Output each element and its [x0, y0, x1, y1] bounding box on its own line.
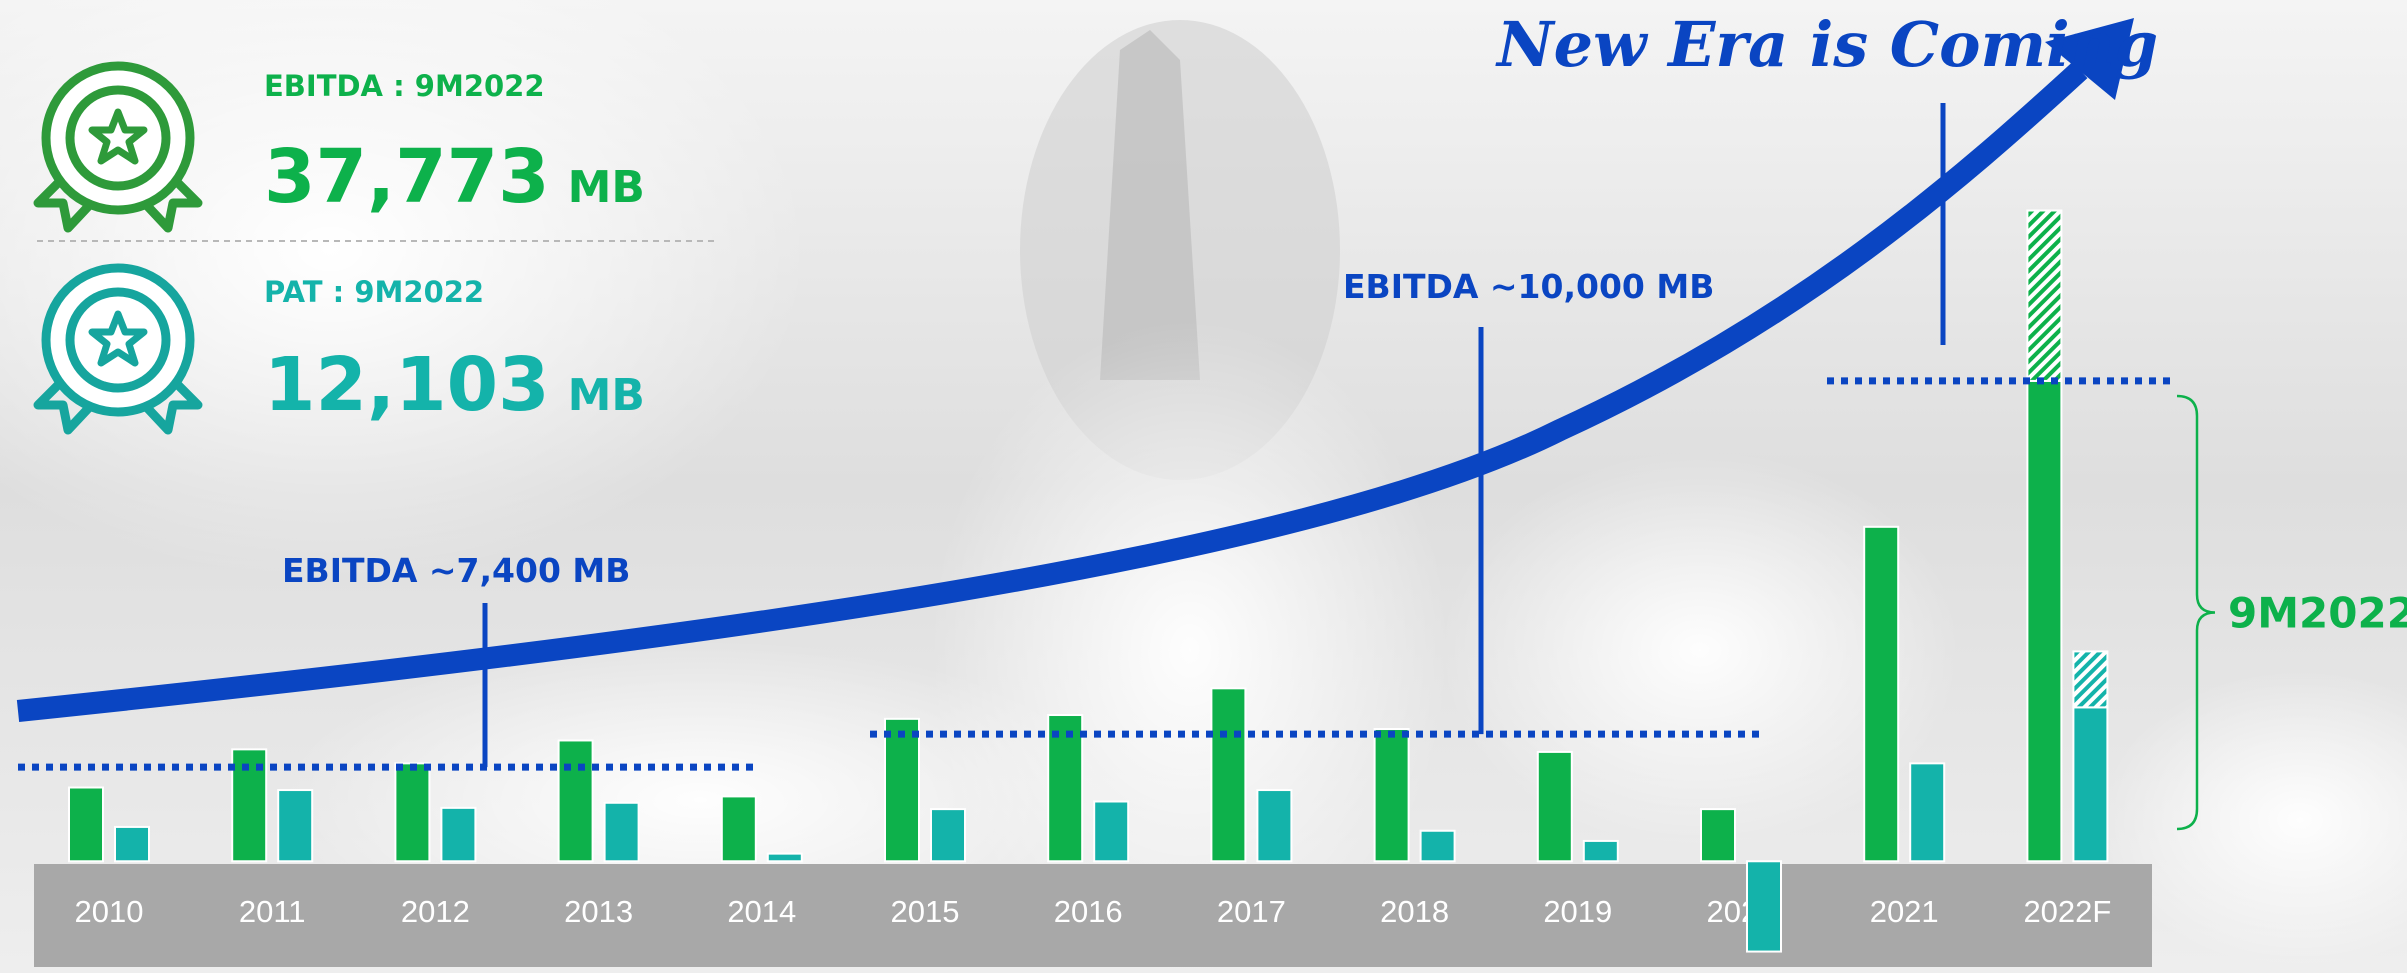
kpi-value: 12,103 [264, 342, 550, 428]
bar [394, 762, 431, 863]
bracket-label: 9M2022 [2228, 589, 2407, 638]
kpi-label: PAT : 9M2022 [264, 275, 484, 309]
bar [1047, 714, 1084, 863]
bar [68, 786, 104, 863]
forecast-bar [2026, 209, 2063, 382]
x-tick-label: 2014 [727, 894, 796, 929]
bar [1582, 839, 1619, 863]
bar [720, 795, 757, 863]
x-tick-label: 2021 [1870, 894, 1939, 929]
headline: New Era is Coming [1495, 8, 2158, 81]
kpi-value-line: 37,773 MB [264, 134, 645, 220]
bar [1863, 525, 1900, 863]
bar [1210, 687, 1247, 863]
x-tick-label: 2010 [75, 894, 144, 929]
bar [1909, 762, 1946, 863]
bar [2072, 706, 2109, 863]
bar [1746, 860, 1782, 953]
bar [2026, 379, 2063, 863]
bar [930, 808, 966, 863]
reference-label: EBITDA ~10,000 MB [1343, 267, 1714, 306]
bracket [2176, 394, 2216, 831]
bar [1700, 808, 1736, 863]
x-tick-label: 2016 [1054, 894, 1123, 929]
x-tick-label: 2017 [1217, 894, 1286, 929]
x-tick-label: 2011 [239, 894, 306, 929]
bar [603, 801, 640, 863]
bar [440, 806, 477, 863]
bar [277, 789, 314, 863]
x-tick-label: 2022F [2023, 894, 2111, 929]
x-tick-label: 2015 [891, 894, 960, 929]
kpi-label: EBITDA : 9M2022 [264, 69, 545, 103]
x-tick-label: 2012 [401, 894, 470, 929]
bar [114, 825, 150, 863]
kpi-value: 37,773 [264, 134, 550, 220]
ebitda-medal [33, 61, 203, 233]
bar [1536, 750, 1573, 863]
reference-label: EBITDA ~7,400 MB [282, 551, 630, 590]
bar [1419, 829, 1456, 863]
bar [1373, 728, 1410, 863]
bar [766, 852, 803, 863]
arrow-head [2045, 18, 2134, 100]
growth-arrow [16, 61, 2088, 722]
pat-medal [33, 263, 203, 435]
x-tick-label: 2013 [564, 894, 633, 929]
kpi-unit: MB [568, 370, 645, 421]
x-tick-label: 2018 [1380, 894, 1449, 929]
kpi-value-line: 12,103 MB [264, 342, 645, 428]
kpi-unit: MB [568, 162, 645, 213]
axis-band [34, 864, 2152, 967]
bar [1093, 800, 1130, 863]
bar [884, 717, 920, 863]
bar [557, 739, 594, 863]
forecast-bar [2072, 650, 2109, 709]
bar [1256, 789, 1293, 863]
x-tick-label: 2019 [1543, 894, 1612, 929]
